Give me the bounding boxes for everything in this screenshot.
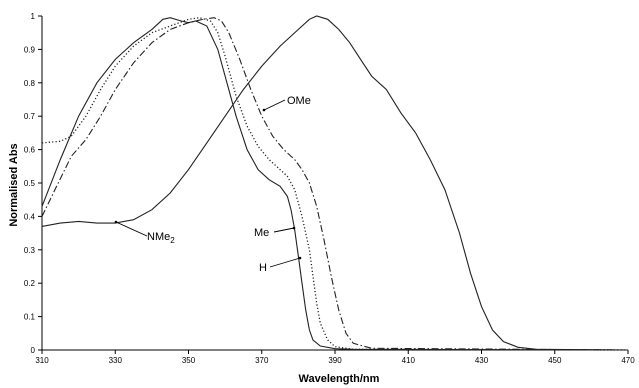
series-line-ome: [41, 17, 629, 351]
annotation-leader-h: [269, 257, 301, 268]
x-tick-label: 330: [109, 356, 123, 365]
series-lines: [41, 15, 629, 351]
series-line-me: [41, 17, 629, 351]
annotation-leader-me: [273, 227, 295, 233]
series-line-nme2: [41, 15, 629, 351]
x-axis-title: Wavelength/nm: [299, 373, 380, 385]
y-tick-label: 0.7: [24, 112, 36, 121]
x-tick-label: 470: [621, 356, 635, 365]
y-tick-label: 0: [31, 346, 36, 355]
series-line-h: [41, 17, 629, 351]
x-tick-label: 410: [402, 356, 416, 365]
y-tick-label: 0.8: [24, 79, 36, 88]
annotation-label-me: Me: [254, 227, 269, 239]
x-tick-label: 310: [35, 356, 49, 365]
y-tick-label: 0.2: [24, 279, 36, 288]
annotation-leader-nme2: [115, 221, 148, 237]
annotation-label-h: H: [259, 262, 267, 274]
x-tick-label: 450: [548, 356, 562, 365]
x-tick-label: 370: [255, 356, 269, 365]
y-tick-label: 0.1: [24, 313, 36, 322]
annotation-text: H: [259, 262, 267, 274]
annotation-label-ome: OMe: [287, 95, 311, 107]
annotation-text: NMe: [147, 231, 170, 243]
y-axis-title: Normalised Abs: [8, 143, 20, 226]
x-tick-label: 390: [328, 356, 342, 365]
y-tick-label: 0.4: [24, 212, 36, 221]
x-tick-label: 350: [182, 356, 196, 365]
y-tick-label: 0.3: [24, 246, 36, 255]
annotation-arrowhead-h: [298, 256, 302, 260]
annotation-arrowhead-me: [292, 226, 296, 230]
annotation-arrowhead-ome: [262, 108, 266, 112]
annotation-leader-ome: [263, 99, 286, 111]
annotation-arrowhead-nme2: [114, 220, 118, 224]
y-tick-label: 0.6: [24, 146, 36, 155]
y-tick-label: 1: [31, 12, 36, 21]
y-tick-label: 0.5: [24, 179, 36, 188]
annotation-text: OMe: [287, 95, 311, 107]
annotation-label-nme2: NMe2: [147, 231, 175, 245]
x-axis-ticks: 310 330 350 370 390 410 430 450 470: [35, 350, 635, 365]
x-tick-label: 430: [475, 356, 489, 365]
annotation-text: Me: [254, 227, 269, 239]
y-axis-ticks: 0 0.1 0.2 0.3 0.4 0.5 0.6 0.7 0.8 0.9 1: [24, 12, 42, 355]
annotation-subscript: 2: [170, 236, 175, 245]
y-tick-label: 0.9: [24, 45, 36, 54]
annotations: OMe Me H NMe2: [114, 95, 311, 274]
